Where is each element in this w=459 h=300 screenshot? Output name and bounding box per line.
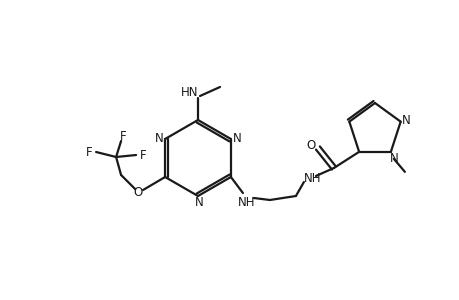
Text: O: O	[133, 187, 142, 200]
Text: NH: NH	[238, 196, 255, 209]
Text: NH: NH	[303, 172, 321, 184]
Text: N: N	[402, 114, 410, 127]
Text: N: N	[194, 196, 203, 208]
Text: N: N	[232, 131, 241, 145]
Text: F: F	[119, 130, 126, 142]
Text: N: N	[154, 131, 163, 145]
Text: F: F	[140, 148, 146, 161]
Text: N: N	[389, 152, 397, 165]
Text: F: F	[85, 146, 92, 158]
Text: O: O	[306, 139, 315, 152]
Text: HN: HN	[181, 85, 198, 98]
